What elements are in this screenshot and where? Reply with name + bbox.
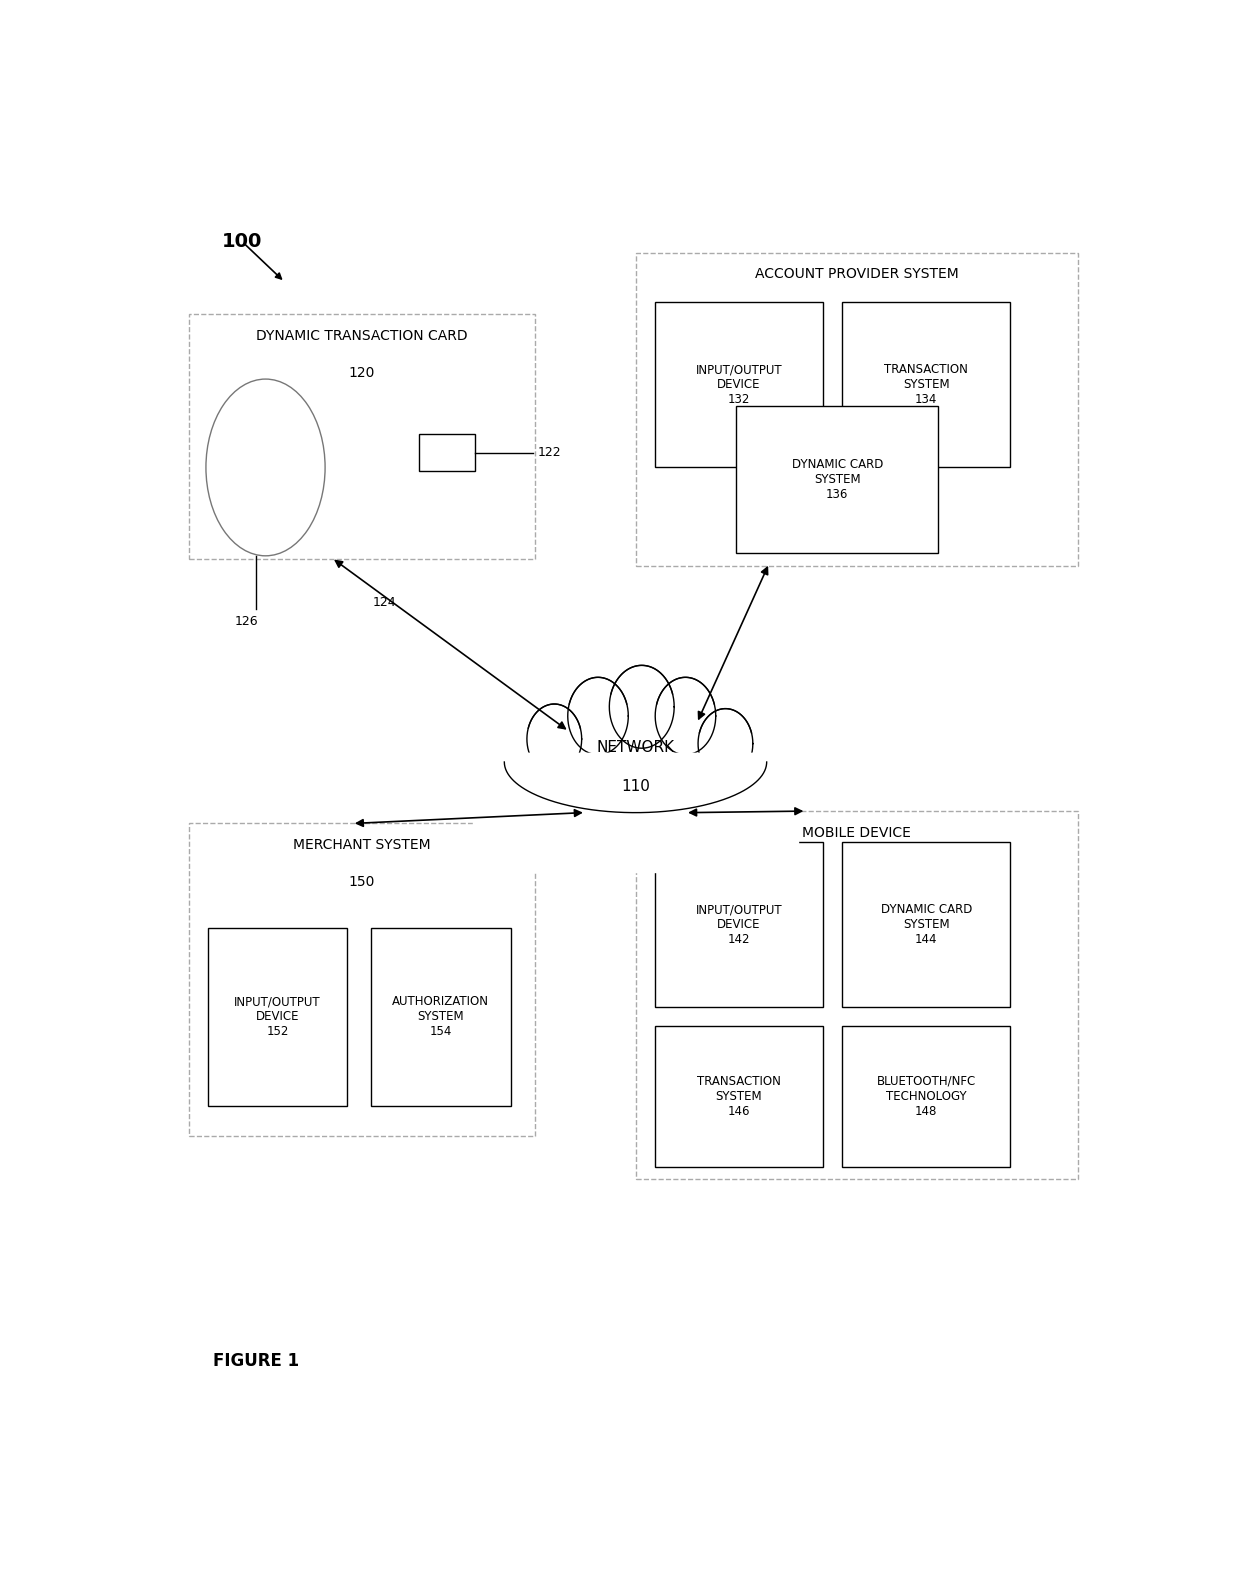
Text: DYNAMIC CARD
SYSTEM
144: DYNAMIC CARD SYSTEM 144 [880, 904, 972, 947]
Bar [842, 1027, 1011, 1167]
Text: INPUT/OUTPUT
DEVICE
152: INPUT/OUTPUT DEVICE 152 [234, 995, 321, 1038]
Text: 124: 124 [372, 596, 396, 609]
Text: ACCOUNT PROVIDER SYSTEM: ACCOUNT PROVIDER SYSTEM [755, 268, 959, 282]
Text: 150: 150 [348, 875, 374, 889]
Circle shape [527, 705, 582, 775]
Circle shape [596, 706, 675, 808]
Bar [188, 824, 534, 1137]
Bar [208, 928, 347, 1106]
Circle shape [668, 716, 740, 808]
Text: 100: 100 [222, 231, 263, 250]
Circle shape [567, 714, 642, 810]
Circle shape [698, 709, 753, 778]
Text: NETWORK: NETWORK [596, 740, 675, 756]
Bar [635, 811, 1078, 1180]
Circle shape [698, 709, 753, 778]
Bar [474, 762, 797, 872]
Bar [842, 842, 1011, 1007]
Circle shape [609, 665, 675, 748]
Text: MOBILE DEVICE: MOBILE DEVICE [802, 826, 911, 840]
Text: DYNAMIC CARD
SYSTEM
136: DYNAMIC CARD SYSTEM 136 [791, 457, 883, 501]
Text: 122: 122 [537, 446, 562, 459]
Bar [737, 406, 939, 553]
Bar [635, 253, 1078, 566]
Text: INPUT/OUTPUT
DEVICE
142: INPUT/OUTPUT DEVICE 142 [696, 904, 782, 947]
Circle shape [655, 677, 715, 754]
Bar [655, 301, 823, 467]
Text: BLUETOOTH/NFC
TECHNOLOGY
148: BLUETOOTH/NFC TECHNOLOGY 148 [877, 1074, 976, 1117]
Text: 126: 126 [234, 615, 258, 628]
Bar [419, 434, 475, 472]
Text: 140: 140 [843, 862, 869, 877]
Text: 130: 130 [843, 304, 869, 319]
Bar [371, 928, 511, 1106]
Circle shape [568, 677, 629, 754]
Bar [188, 314, 534, 559]
Circle shape [609, 665, 675, 748]
Text: 120: 120 [348, 365, 374, 379]
Bar [842, 301, 1011, 467]
Text: TRANSACTION
SYSTEM
146: TRANSACTION SYSTEM 146 [697, 1074, 781, 1117]
Text: AUTHORIZATION
SYSTEM
154: AUTHORIZATION SYSTEM 154 [392, 995, 490, 1038]
Circle shape [568, 677, 629, 754]
Text: 110: 110 [621, 779, 650, 794]
Text: MERCHANT SYSTEM: MERCHANT SYSTEM [293, 838, 430, 853]
Bar [655, 1027, 823, 1167]
Text: FIGURE 1: FIGURE 1 [213, 1352, 299, 1369]
Text: TRANSACTION
SYSTEM
134: TRANSACTION SYSTEM 134 [884, 363, 968, 406]
Bar [655, 842, 823, 1007]
Text: DYNAMIC TRANSACTION CARD: DYNAMIC TRANSACTION CARD [255, 328, 467, 343]
Circle shape [655, 677, 715, 754]
Text: INPUT/OUTPUT
DEVICE
132: INPUT/OUTPUT DEVICE 132 [696, 363, 782, 406]
Circle shape [629, 714, 704, 810]
Circle shape [531, 716, 603, 808]
Circle shape [527, 705, 582, 775]
